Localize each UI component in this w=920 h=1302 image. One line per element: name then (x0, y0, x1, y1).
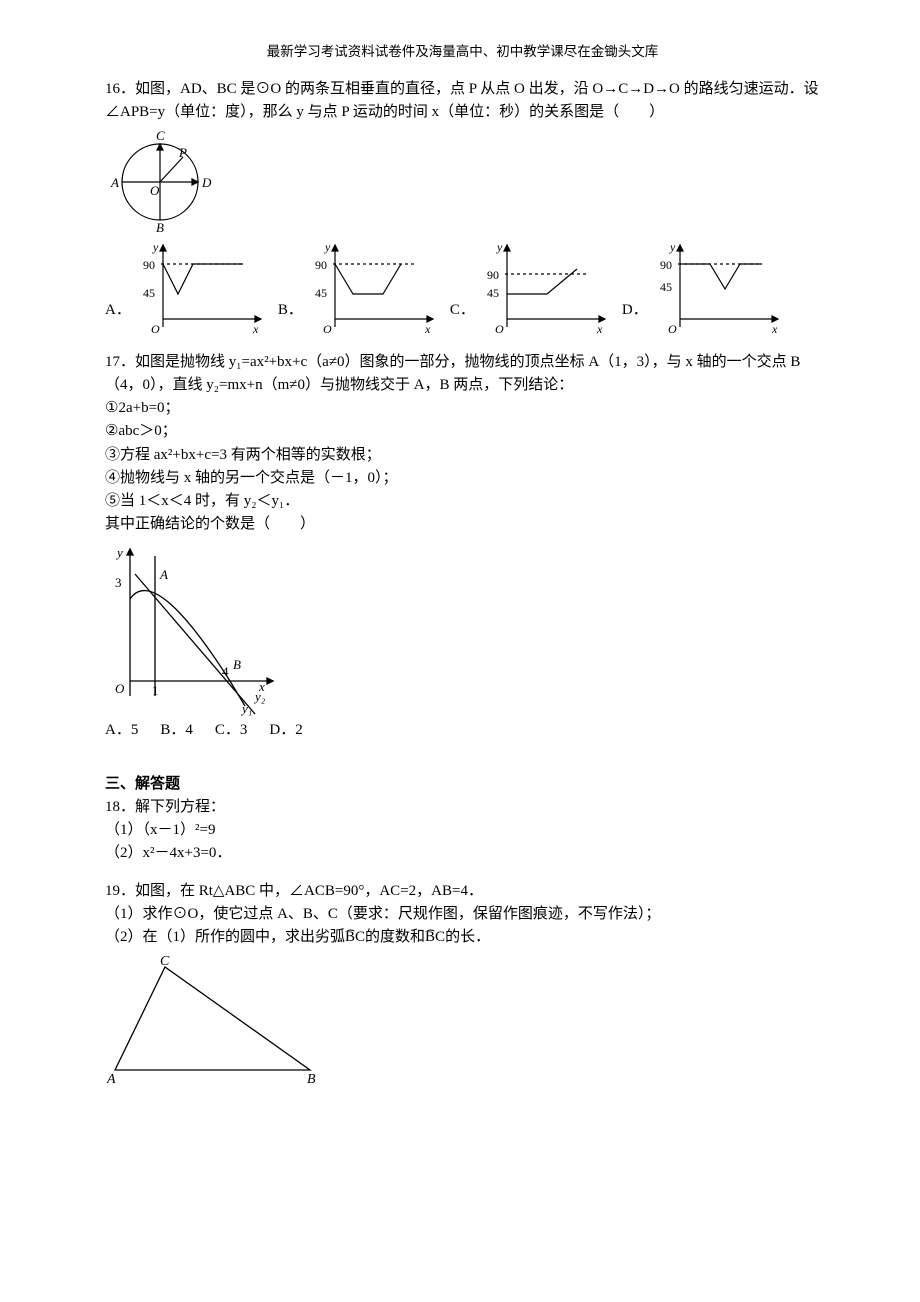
svg-text:y₂: y₂ (253, 689, 266, 704)
svg-text:x: x (424, 322, 431, 336)
svg-text:x: x (596, 322, 603, 336)
svg-text:B: B (233, 657, 241, 672)
svg-text:O: O (495, 322, 504, 336)
svg-text:A: A (159, 567, 168, 582)
question-17: 17．如图是抛物线 y₁=ax²+bx+c（a≠0）图象的一部分，抛物线的顶点坐… (105, 351, 820, 739)
q17-ans-D: D．2 (269, 718, 302, 739)
svg-text:4: 4 (222, 664, 229, 679)
question-19: 19．如图，在 Rt△ABC 中，∠ACB=90°，AC=2，AB=4． （1）… (105, 880, 820, 1086)
q17-s1: ①2a+b=0； (105, 397, 820, 420)
svg-text:x: x (252, 322, 259, 336)
q16-label-A: A (110, 175, 119, 190)
q16-graph-B: 90 45 O x y (305, 239, 440, 339)
q16-label-B: B (156, 220, 164, 235)
svg-text:y: y (669, 240, 676, 254)
q16-options-row: A． 90 45 O x y (105, 239, 820, 339)
q17-ans-C: C．3 (215, 718, 248, 739)
q16-graph-D: 90 45 O x y (650, 239, 785, 339)
question-16: 16．如图，AD、BC 是⊙O 的两条互相垂直的直径，点 P 从点 O 出发，沿… (105, 78, 820, 339)
svg-text:90: 90 (660, 258, 672, 272)
q16-label-D: D (201, 175, 212, 190)
q19-p2: （2）在（1）所作的圆中，求出劣弧⌢BC的度数和⌢BC的长． (105, 926, 820, 949)
svg-text:45: 45 (143, 286, 155, 300)
svg-text:y: y (152, 240, 159, 254)
question-18: 18．解下列方程： （1）（x－1）²=9 （2）x²－4x+3=0． (105, 796, 820, 866)
q17-s4: ④抛物线与 x 轴的另一个交点是（－1，0）； (105, 467, 820, 490)
q17-s2: ②abc＞0； (105, 420, 820, 443)
q16-optA-label: A． (105, 298, 133, 339)
svg-text:y: y (324, 240, 331, 254)
q17-ans-B: B．4 (160, 718, 193, 739)
q19-p1: （1）求作⊙O，使它过点 A、B、C（要求：尺规作图，保留作图痕迹，不写作法）； (105, 903, 820, 926)
svg-text:45: 45 (487, 286, 499, 300)
svg-text:C: C (160, 955, 170, 969)
q16-graph-C: 90 45 O x y (477, 239, 612, 339)
section-3-title: 三、解答题 (105, 773, 820, 796)
q16-option-C: C． 90 45 O x y (450, 239, 612, 339)
svg-text:45: 45 (315, 286, 327, 300)
q19-title: 19．如图，在 Rt△ABC 中，∠ACB=90°，AC=2，AB=4． (105, 880, 820, 903)
q16-option-D: D． 90 45 O x y (622, 239, 785, 339)
svg-text:O: O (323, 322, 332, 336)
q17-s3: ③方程 ax²+bx+c=3 有两个相等的实数根； (105, 444, 820, 467)
q17-s5: ⑤当 1＜x＜4 时，有 y₂＜y₁． (105, 490, 820, 513)
q16-label-C: C (156, 128, 165, 143)
svg-text:90: 90 (143, 258, 155, 272)
q18-title: 18．解下列方程： (105, 796, 820, 819)
svg-text:y: y (115, 545, 123, 560)
q17-intro: 17．如图是抛物线 y₁=ax²+bx+c（a≠0）图象的一部分，抛物线的顶点坐… (105, 351, 820, 398)
svg-text:A: A (106, 1072, 116, 1085)
q16-optD-label: D． (622, 298, 650, 339)
q16-text: 16．如图，AD、BC 是⊙O 的两条互相垂直的直径，点 P 从点 O 出发，沿… (105, 78, 820, 125)
svg-text:O: O (115, 681, 125, 696)
svg-text:B: B (307, 1072, 316, 1085)
svg-text:O: O (151, 322, 160, 336)
svg-text:1: 1 (152, 683, 159, 698)
q18-p2: （2）x²－4x+3=0． (105, 842, 820, 865)
q19-figure: A B C (105, 955, 820, 1085)
q17-s6: 其中正确结论的个数是（ ） (105, 513, 820, 536)
svg-text:90: 90 (315, 258, 327, 272)
page-header: 最新学习考试资料试卷件及海量高中、初中教学课尽在金锄头文库 (105, 40, 820, 60)
svg-text:y₁: y₁ (240, 701, 252, 716)
q16-optC-label: C． (450, 298, 477, 339)
q16-option-A: A． 90 45 O x y (105, 239, 268, 339)
q16-label-O: O (150, 183, 160, 198)
q16-circle-figure: A D C B O P (105, 127, 820, 235)
q16-label-P: P (178, 145, 187, 160)
q16-option-B: B． 90 45 O x y (278, 239, 440, 339)
q16-graph-A: 90 45 O x y (133, 239, 268, 339)
svg-text:O: O (668, 322, 677, 336)
q18-p1: （1）（x－1）²=9 (105, 819, 820, 842)
svg-text:90: 90 (487, 268, 499, 282)
svg-text:3: 3 (115, 575, 122, 590)
svg-text:y: y (496, 240, 503, 254)
q17-answers: A．5 B．4 C．3 D．2 (105, 718, 820, 739)
q17-figure: 3 O 1 4 A B x y y₁ y₂ (105, 541, 820, 716)
svg-text:45: 45 (660, 280, 672, 294)
svg-text:x: x (771, 322, 778, 336)
q17-ans-A: A．5 (105, 718, 138, 739)
q16-optB-label: B． (278, 298, 305, 339)
page: 最新学习考试资料试卷件及海量高中、初中教学课尽在金锄头文库 16．如图，AD、B… (0, 0, 920, 1302)
